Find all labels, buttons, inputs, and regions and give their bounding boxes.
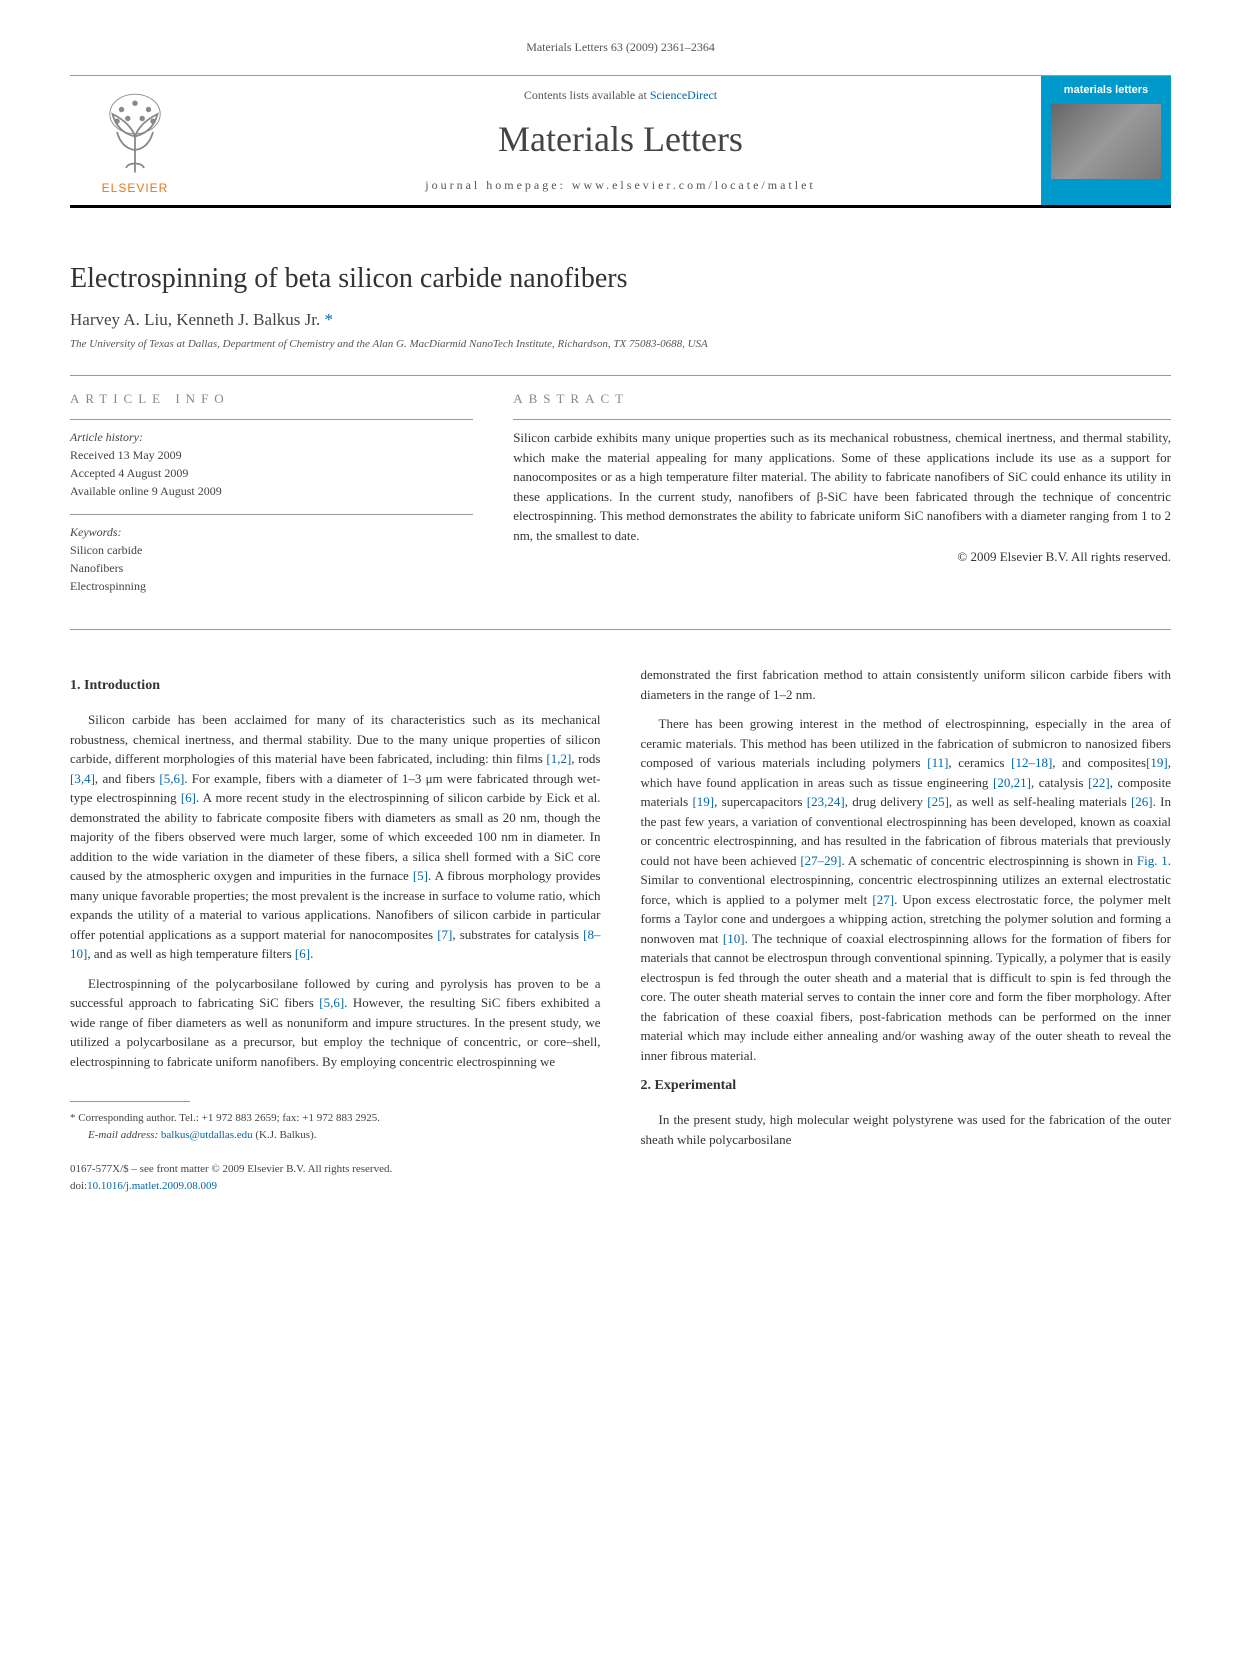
ref-link[interactable]: [5,6]	[319, 995, 344, 1010]
ref-link[interactable]: [19]	[692, 794, 714, 809]
footer-block: 0167-577X/$ – see front matter © 2009 El…	[70, 1161, 601, 1194]
authors: Harvey A. Liu, Kenneth J. Balkus Jr. *	[70, 310, 1171, 330]
ref-link[interactable]: [22]	[1088, 775, 1110, 790]
abstract-column: ABSTRACT Silicon carbide exhibits many u…	[513, 391, 1171, 609]
ref-link[interactable]: [5]	[413, 868, 428, 883]
corresponding-footnote: * Corresponding author. Tel.: +1 972 883…	[70, 1110, 601, 1143]
experimental-heading: 2. Experimental	[641, 1075, 1172, 1096]
intro-p1: Silicon carbide has been acclaimed for m…	[70, 710, 601, 964]
ref-link[interactable]: [10]	[723, 931, 745, 946]
intro-p2: Electrospinning of the polycarbosilane f…	[70, 974, 601, 1072]
publisher-logo-block: ELSEVIER	[70, 76, 200, 205]
abstract-text: Silicon carbide exhibits many unique pro…	[513, 419, 1171, 545]
ref-link[interactable]: [20,21]	[993, 775, 1031, 790]
elsevier-tree-icon	[90, 87, 180, 177]
divider	[70, 629, 1171, 630]
abstract-label: ABSTRACT	[513, 391, 1171, 407]
ref-link[interactable]: [23,24]	[807, 794, 845, 809]
journal-title: Materials Letters	[200, 118, 1041, 160]
journal-cover: materials letters	[1041, 76, 1171, 205]
masthead-center: Contents lists available at ScienceDirec…	[200, 76, 1041, 205]
corresponding-star: *	[325, 310, 334, 329]
article-title: Electrospinning of beta silicon carbide …	[70, 263, 1171, 295]
ref-link[interactable]: [3,4]	[70, 771, 95, 786]
ref-link[interactable]: [11]	[927, 755, 948, 770]
cover-label: materials letters	[1064, 84, 1148, 96]
article-history: Article history: Received 13 May 2009 Ac…	[70, 419, 473, 500]
intro-heading: 1. Introduction	[70, 675, 601, 696]
ref-link[interactable]: [7]	[437, 927, 452, 942]
abstract-copyright: © 2009 Elsevier B.V. All rights reserved…	[513, 549, 1171, 565]
homepage-line: journal homepage: www.elsevier.com/locat…	[200, 178, 1041, 193]
masthead: ELSEVIER Contents lists available at Sci…	[70, 75, 1171, 208]
affiliation: The University of Texas at Dallas, Depar…	[70, 338, 1171, 350]
doi-link[interactable]: 10.1016/j.matlet.2009.08.009	[87, 1180, 217, 1192]
body-column-right: demonstrated the first fabrication metho…	[641, 665, 1172, 1194]
footnote-separator	[70, 1101, 190, 1102]
sciencedirect-link[interactable]: ScienceDirect	[650, 88, 717, 102]
col2-p1: There has been growing interest in the m…	[641, 714, 1172, 1065]
exp-p1: In the present study, high molecular wei…	[641, 1110, 1172, 1149]
ref-link[interactable]: [6]	[181, 790, 196, 805]
ref-link[interactable]: [5,6]	[159, 771, 184, 786]
ref-link[interactable]: [27]	[872, 892, 894, 907]
ref-link[interactable]: [19]	[1146, 755, 1168, 770]
fig-link[interactable]: Fig. 1	[1137, 853, 1168, 868]
contents-line: Contents lists available at ScienceDirec…	[200, 88, 1041, 103]
article-info-column: ARTICLE INFO Article history: Received 1…	[70, 391, 473, 609]
publisher-label: ELSEVIER	[102, 181, 169, 195]
ref-link[interactable]: [6]	[295, 946, 310, 961]
ref-link[interactable]: [25]	[927, 794, 949, 809]
body-column-left: 1. Introduction Silicon carbide has been…	[70, 665, 601, 1194]
homepage-url: www.elsevier.com/locate/matlet	[572, 178, 816, 192]
citation: Materials Letters 63 (2009) 2361–2364	[526, 40, 715, 54]
ref-link[interactable]: [27–29]	[800, 853, 841, 868]
ref-link[interactable]: [26]	[1131, 794, 1153, 809]
divider	[70, 375, 1171, 376]
email-link[interactable]: balkus@utdallas.edu	[161, 1129, 253, 1141]
article-info-label: ARTICLE INFO	[70, 391, 473, 407]
cover-image	[1051, 104, 1161, 179]
body-columns: 1. Introduction Silicon carbide has been…	[70, 665, 1171, 1194]
ref-link[interactable]: [12–18]	[1011, 755, 1052, 770]
col2-p0: demonstrated the first fabrication metho…	[641, 665, 1172, 704]
info-abstract-row: ARTICLE INFO Article history: Received 1…	[70, 391, 1171, 609]
ref-link[interactable]: [1,2]	[546, 751, 571, 766]
keywords-block: Keywords: Silicon carbide Nanofibers Ele…	[70, 514, 473, 595]
page-header: Materials Letters 63 (2009) 2361–2364	[70, 40, 1171, 55]
